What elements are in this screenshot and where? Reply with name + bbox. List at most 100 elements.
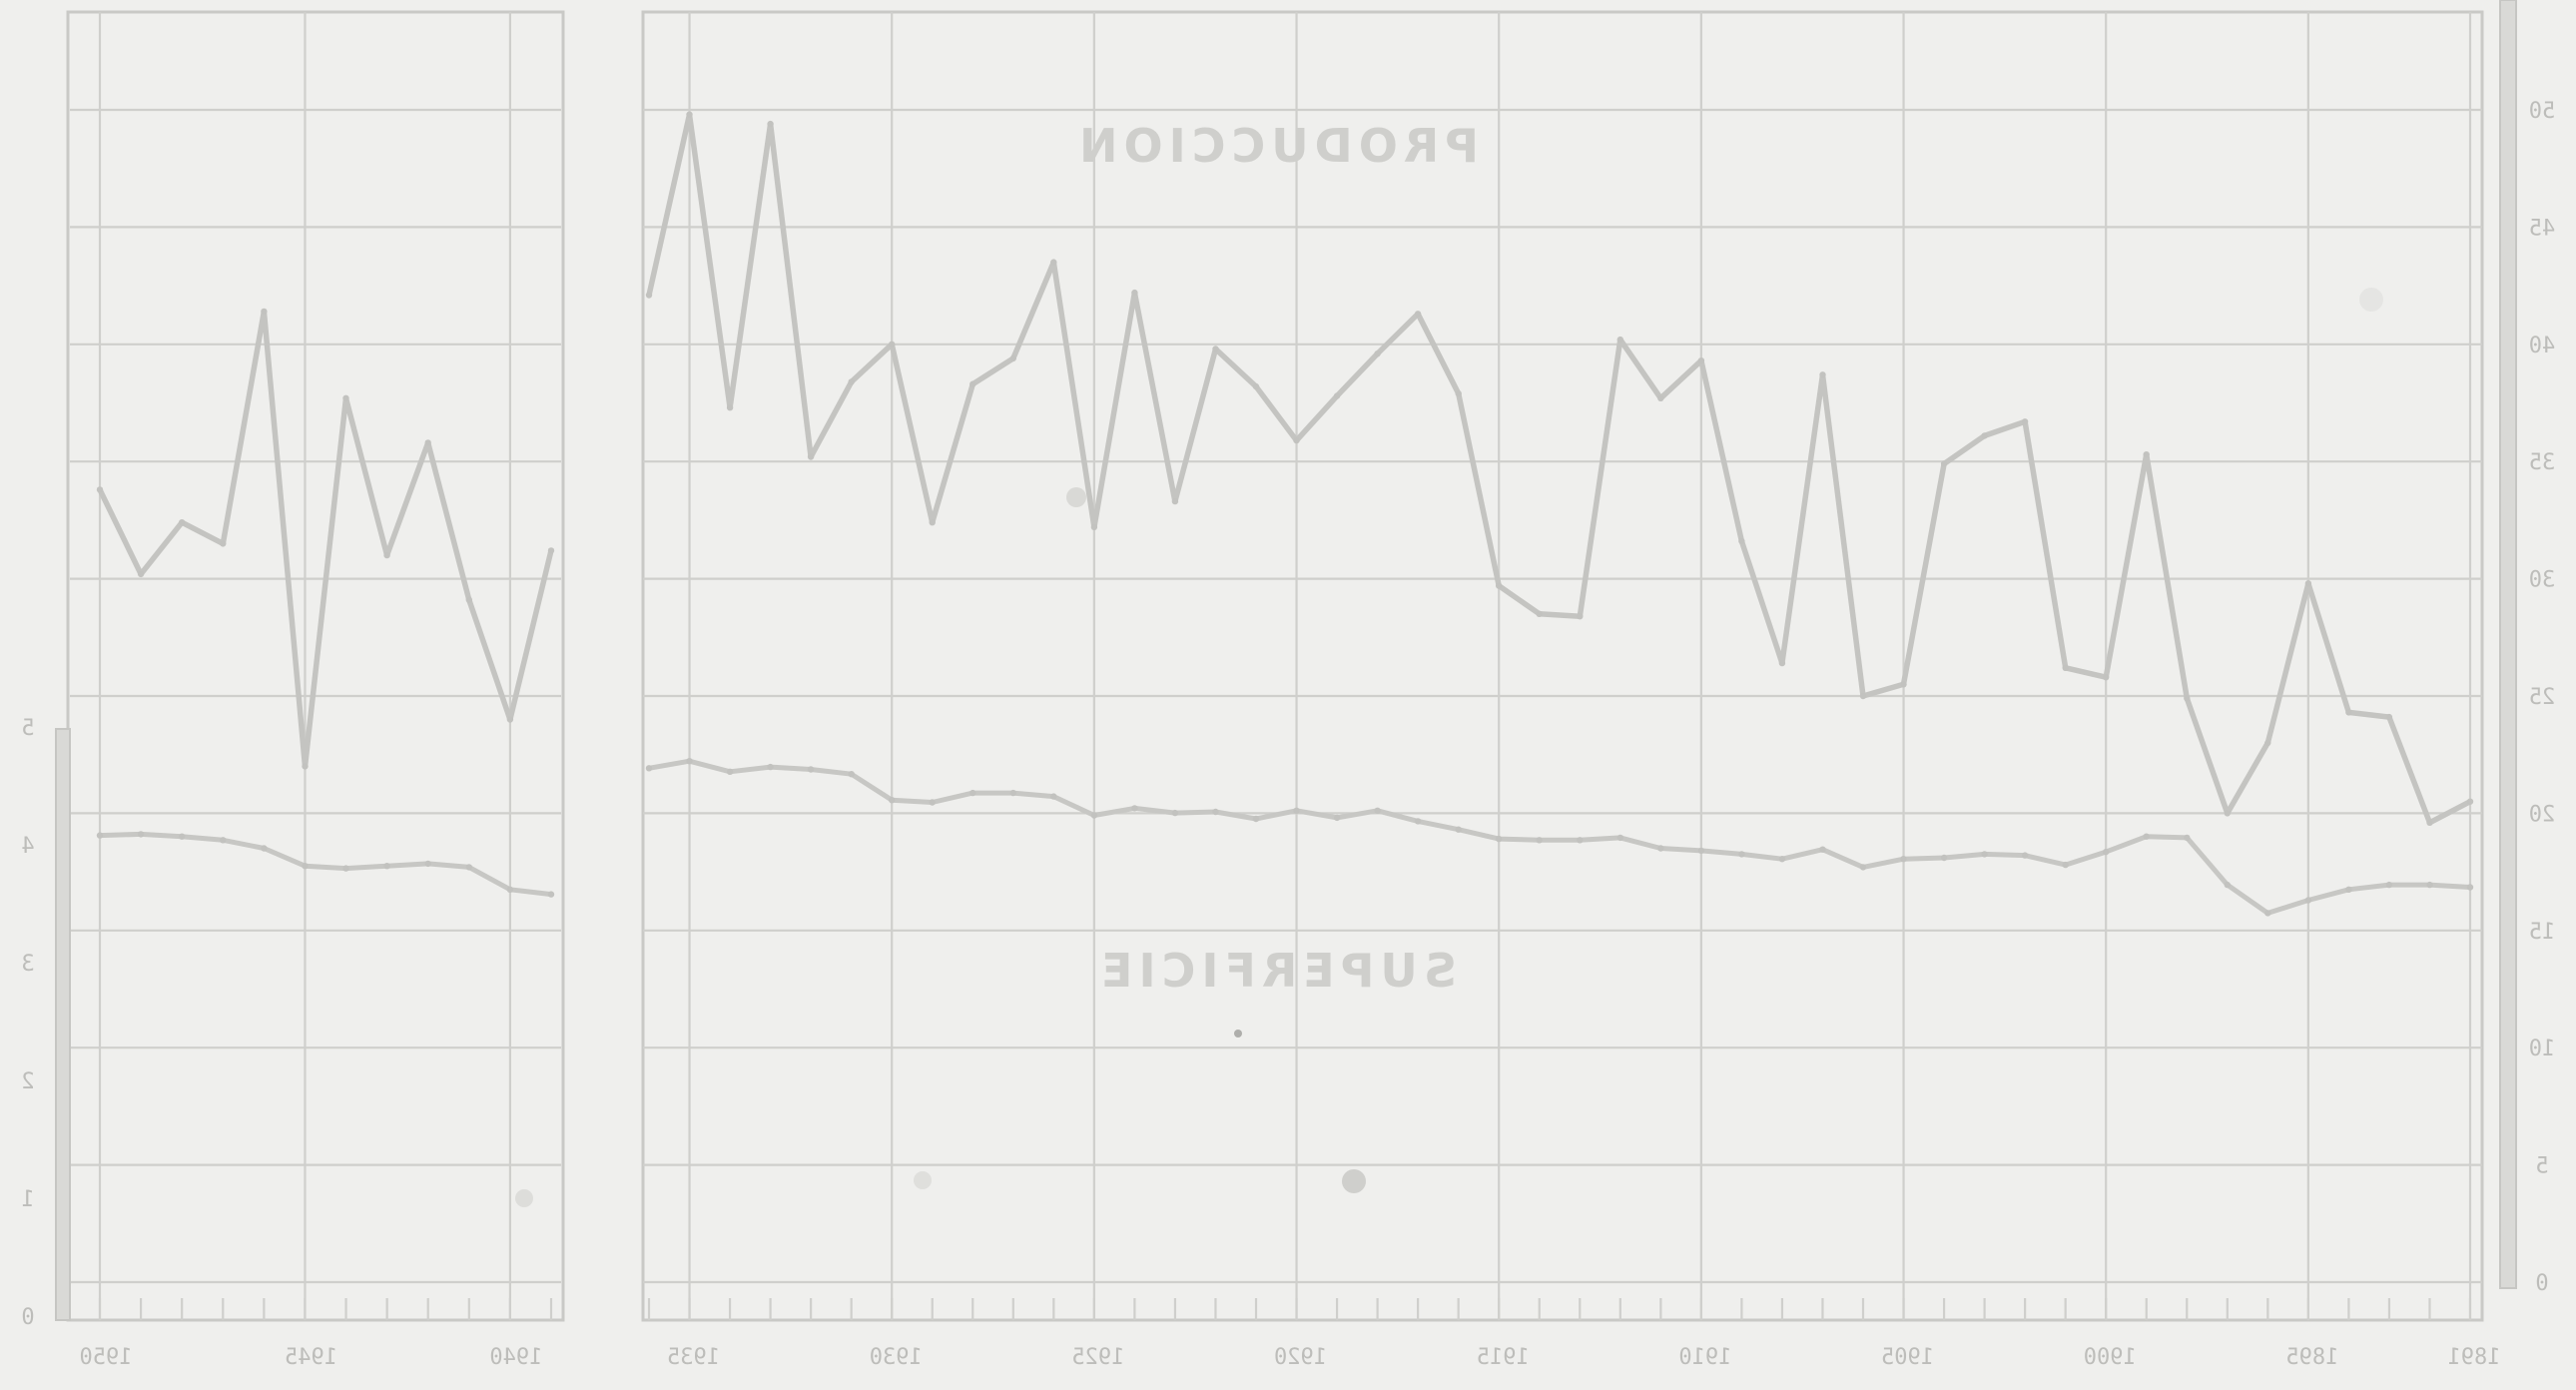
production-point (1414, 311, 1422, 318)
surface-point (383, 863, 390, 870)
x-tick-label: 1891 (2448, 1345, 2501, 1370)
surface-point (1374, 807, 1381, 814)
left-axis-tick-label: 5 (21, 716, 34, 741)
surface-point (1090, 812, 1098, 819)
right-axis-tick-label: 5 (2535, 1154, 2548, 1179)
right-axis-tick-label: 25 (2529, 685, 2556, 710)
production-point (1900, 681, 1907, 688)
production-point (1697, 357, 1705, 364)
production-point (1859, 692, 1867, 700)
production-point (179, 519, 186, 526)
surface-point (1819, 846, 1826, 853)
production-point (1819, 371, 1826, 378)
surface-label: SUPERFICIE (1095, 944, 1457, 998)
surface-point (1657, 845, 1664, 852)
x-tick-label: 1900 (2084, 1345, 2137, 1370)
surface-point (1536, 837, 1543, 844)
right-axis-tick-label: 20 (2529, 802, 2556, 827)
surface-point (807, 766, 815, 773)
right-panel-frame (641, 10, 2484, 1322)
production-point (645, 292, 653, 299)
production-point (1050, 259, 1057, 266)
surface-point (1252, 815, 1260, 823)
production-point (969, 380, 976, 387)
surface-point (1009, 789, 1016, 797)
production-point (2143, 451, 2150, 458)
production-point (929, 519, 936, 526)
surface-point (848, 771, 855, 778)
production-point (2103, 674, 2110, 681)
right-axis-tick-label: 15 (2529, 920, 2556, 945)
surface-point (547, 891, 555, 898)
surface-point (2345, 886, 2352, 893)
right-axis-tick-label: 30 (2529, 568, 2556, 593)
right-axis-tick-label: 40 (2529, 334, 2556, 358)
production-point (1657, 394, 1664, 401)
surface-point (1738, 851, 1745, 858)
surface-point (2021, 852, 2029, 859)
surface-point (1496, 835, 1503, 843)
production-point (1009, 354, 1016, 362)
surface-point (96, 832, 104, 839)
surface-point (1616, 834, 1624, 842)
surface-point (1900, 856, 1907, 863)
x-tick-label: 1940 (489, 1345, 542, 1370)
x-tick-label: 1905 (1881, 1345, 1934, 1370)
x-tick-label: 1950 (80, 1345, 133, 1370)
surface-point (1131, 805, 1138, 812)
production-label: PRODUCCION (1073, 119, 1479, 173)
surface-point (1981, 851, 1988, 858)
production-point (2062, 664, 2069, 671)
left-axis-tick-label: 3 (21, 952, 34, 977)
x-tick-label: 1930 (870, 1345, 923, 1370)
surface-point (179, 833, 186, 840)
right-axis-tick-label: 35 (2529, 450, 2556, 475)
production-point (342, 394, 349, 401)
left-axis-tick-label: 1 (21, 1187, 34, 1212)
surface-point (2466, 884, 2474, 891)
production-point (1171, 497, 1179, 505)
right-axis-tick-label: 50 (2529, 99, 2556, 124)
surface-point (2426, 881, 2433, 889)
production-point (2385, 713, 2393, 721)
x-tick-label: 1920 (1274, 1345, 1327, 1370)
x-tick-label: 1895 (2285, 1345, 2338, 1370)
production-point (2466, 798, 2474, 805)
production-point (767, 120, 774, 128)
grid (66, 10, 2484, 1322)
production-point (2264, 739, 2271, 747)
production-line-right (646, 111, 2472, 826)
production-point (1455, 389, 1462, 397)
surface-point (1333, 814, 1341, 822)
surface-point (969, 789, 976, 797)
surface-point (220, 837, 227, 844)
surface-point (1293, 807, 1300, 814)
surface-point (2264, 910, 2271, 917)
production-point (2345, 709, 2352, 716)
x-tick-label: 1925 (1071, 1345, 1124, 1370)
left-axis-tick-label: 4 (21, 834, 34, 859)
surface-point (1212, 808, 1219, 816)
production-point (137, 570, 145, 578)
surface-point (767, 763, 774, 771)
production-point (383, 551, 390, 559)
surface-point (2143, 833, 2150, 840)
surface-point (645, 765, 653, 772)
production-point (1616, 336, 1624, 344)
left-axis-tick-label: 0 (21, 1305, 34, 1330)
surface-point (686, 758, 693, 765)
x-tick-label: 1910 (1678, 1345, 1731, 1370)
surface-line-right (648, 758, 2471, 916)
surface-point (2103, 848, 2110, 856)
surface-point (1859, 864, 1867, 871)
left-panel-frame (66, 10, 565, 1322)
surface-point (1171, 809, 1179, 817)
production-point (2426, 819, 2433, 826)
surface-point (1697, 847, 1705, 855)
production-point (506, 716, 514, 723)
production-point (2224, 810, 2231, 817)
production-point (1738, 537, 1745, 545)
surface-point (424, 860, 431, 868)
production-point (1333, 392, 1341, 399)
production-line-left (97, 309, 554, 770)
